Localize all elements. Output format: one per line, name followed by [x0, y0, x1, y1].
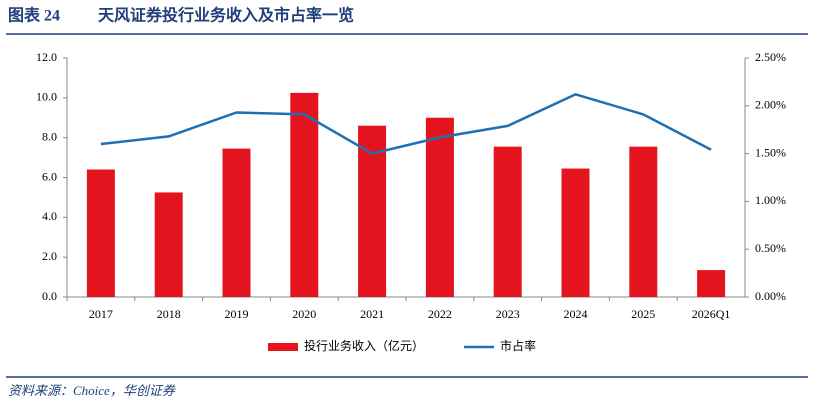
y2-tick-label: 1.00% — [755, 193, 786, 207]
x-tick-label: 2025 — [631, 307, 655, 321]
bar — [222, 148, 251, 297]
bar — [425, 117, 454, 297]
bar — [697, 270, 726, 297]
y2-tick-label: 0.00% — [755, 289, 786, 303]
y2-tick-label: 2.00% — [755, 98, 786, 112]
y-tick-label: 6.0 — [42, 169, 57, 183]
bar — [154, 192, 183, 297]
y2-tick-label: 1.50% — [755, 145, 786, 159]
bar — [86, 169, 115, 297]
bar — [561, 168, 590, 297]
legend-label: 市占率 — [500, 338, 536, 353]
source-note: 资料来源：Choice，华创证券 — [8, 383, 176, 398]
x-tick-label: 2020 — [292, 307, 316, 321]
y-tick-label: 0.0 — [42, 289, 57, 303]
y2-tick-label: 0.50% — [755, 241, 786, 255]
legend-swatch — [268, 343, 298, 351]
y-tick-label: 2.0 — [42, 249, 57, 263]
figure-label: 图表 24 — [8, 6, 60, 25]
x-tick-label: 2023 — [496, 307, 520, 321]
y2-tick-label: 2.50% — [755, 50, 786, 64]
bar — [493, 146, 522, 297]
legend-label: 投行业务收入（亿元） — [304, 338, 424, 353]
bar — [290, 92, 319, 298]
x-tick-label: 2018 — [157, 307, 181, 321]
x-tick-label: 2026Q1 — [692, 307, 731, 321]
bar — [629, 146, 658, 297]
line — [100, 92, 712, 155]
y-tick-label: 12.0 — [36, 50, 57, 64]
x-tick-label: 2017 — [89, 307, 113, 321]
x-tick-label: 2024 — [564, 307, 588, 321]
x-tick-label: 2021 — [360, 307, 384, 321]
y-tick-label: 10.0 — [36, 90, 57, 104]
x-tick-label: 2022 — [428, 307, 452, 321]
y-tick-label: 8.0 — [42, 129, 57, 143]
y-tick-label: 4.0 — [42, 209, 57, 223]
chart-title: 天风证券投行业务收入及市占率一览 — [98, 6, 354, 25]
x-tick-label: 2019 — [225, 307, 249, 321]
